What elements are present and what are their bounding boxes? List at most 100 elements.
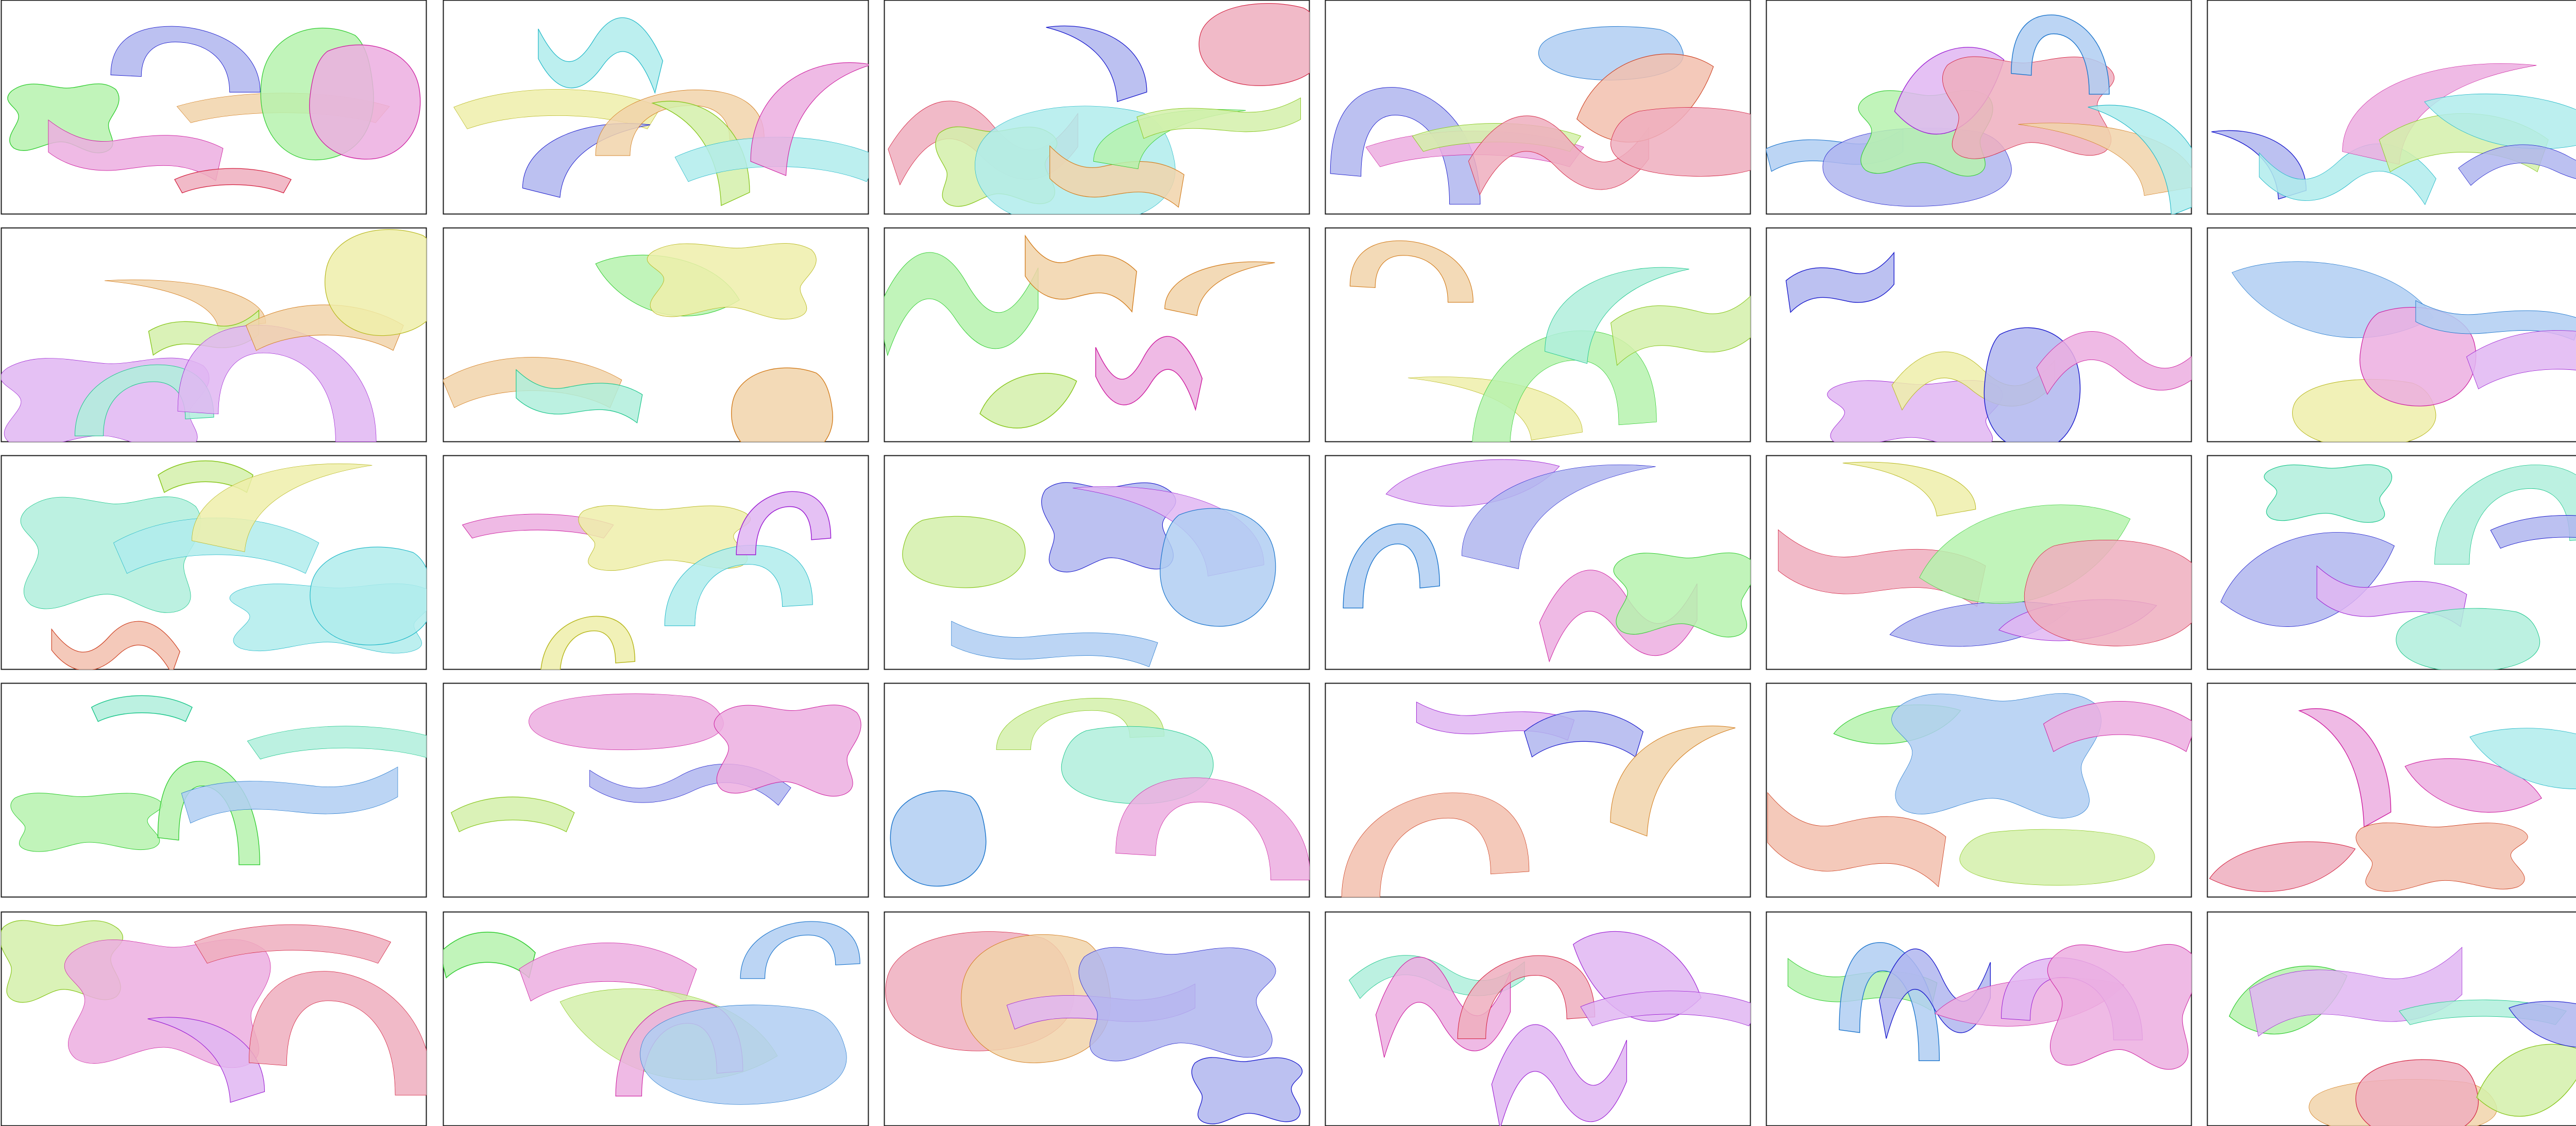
puzzle-piece-blue[interactable]	[2490, 516, 2576, 549]
puzzle-piece-salmon[interactable]	[52, 621, 180, 674]
puzzle-piece-teal[interactable]	[247, 726, 445, 759]
puzzle-piece-sky[interactable]	[1160, 508, 1276, 626]
puzzle-piece-pink[interactable]	[462, 514, 613, 538]
puzzle-piece-green[interactable]	[1614, 553, 1755, 637]
puzzle-piece-orange[interactable]	[1611, 726, 1736, 836]
puzzle-panel	[884, 455, 1310, 670]
puzzle-piece-lime[interactable]	[2477, 1044, 2576, 1116]
puzzle-piece-yellow[interactable]	[192, 464, 372, 552]
puzzle-panel	[884, 911, 1310, 1126]
puzzle-piece-teal[interactable]	[92, 695, 192, 721]
puzzle-piece-pink[interactable]	[519, 943, 697, 1001]
puzzle-piece-green[interactable]	[440, 932, 535, 978]
puzzle-piece-cyan[interactable]	[310, 547, 433, 645]
puzzle-piece-salmon[interactable]	[1768, 793, 1946, 887]
puzzle-piece-sky[interactable]	[2416, 300, 2576, 340]
puzzle-piece-pink[interactable]	[310, 45, 420, 159]
puzzle-piece-orange[interactable]	[732, 368, 833, 460]
puzzle-piece-yellow[interactable]	[647, 244, 816, 319]
puzzle-piece-green[interactable]	[11, 793, 162, 852]
puzzle-piece-yellow[interactable]	[325, 230, 442, 336]
puzzle-panel	[884, 227, 1310, 442]
puzzle-piece-sky[interactable]	[2011, 15, 2109, 94]
puzzle-piece-blue[interactable]	[1786, 252, 1894, 312]
puzzle-piece-pink[interactable]	[2043, 701, 2196, 752]
puzzle-piece-red[interactable]	[2356, 1060, 2479, 1126]
puzzle-piece-blue[interactable]	[1462, 465, 1655, 569]
puzzle-piece-pink[interactable]	[1116, 778, 1311, 880]
puzzle-piece-teal[interactable]	[2435, 465, 2576, 564]
puzzle-piece-sky[interactable]	[640, 1005, 847, 1104]
puzzle-piece-red[interactable]	[1199, 4, 1324, 86]
puzzle-piece-sky[interactable]	[952, 621, 1158, 667]
puzzle-piece-cyan[interactable]	[2088, 105, 2206, 215]
puzzle-piece-blue[interactable]	[2459, 145, 2576, 185]
puzzle-piece-blue[interactable]	[1330, 88, 1480, 204]
puzzle-piece-sky[interactable]	[890, 791, 986, 886]
puzzle-piece-violet[interactable]	[1492, 1025, 1626, 1126]
puzzle-panel	[1766, 683, 2196, 898]
puzzle-piece-violet[interactable]	[736, 491, 831, 555]
panel-frame	[443, 455, 869, 670]
puzzle-piece-pink[interactable]	[2299, 709, 2391, 827]
puzzle-piece-sky[interactable]	[181, 767, 398, 823]
puzzle-piece-yellow[interactable]	[454, 89, 661, 129]
puzzle-piece-pink[interactable]	[529, 694, 724, 750]
puzzle-piece-pink[interactable]	[2047, 944, 2196, 1069]
puzzle-piece-orange[interactable]	[1165, 262, 1275, 315]
puzzle-piece-red[interactable]	[175, 168, 291, 193]
puzzle-piece-blue[interactable]	[1524, 711, 1643, 757]
puzzle-piece-violet[interactable]	[178, 325, 376, 441]
puzzle-piece-yellow[interactable]	[1408, 377, 1582, 440]
puzzle-piece-red[interactable]	[1611, 108, 1785, 177]
puzzle-panel	[1, 0, 427, 215]
puzzle-piece-blue[interactable]	[1046, 26, 1147, 101]
puzzle-piece-lime[interactable]	[1137, 98, 1301, 139]
puzzle-piece-sky[interactable]	[740, 922, 860, 979]
puzzle-piece-red[interactable]	[249, 971, 433, 1095]
puzzle-piece-violet[interactable]	[1581, 991, 1760, 1026]
puzzle-panel	[1325, 227, 1760, 454]
puzzle-piece-violet[interactable]	[1827, 380, 2003, 448]
puzzle-piece-teal[interactable]	[2264, 465, 2392, 522]
puzzle-piece-pink[interactable]	[1096, 336, 1202, 410]
puzzle-piece-blue[interactable]	[2509, 1001, 2576, 1048]
puzzle-piece-salmon[interactable]	[1342, 793, 1529, 899]
puzzle-piece-salmon[interactable]	[2356, 823, 2528, 891]
puzzle-piece-green[interactable]	[1094, 109, 1246, 168]
puzzle-piece-cyan[interactable]	[538, 18, 663, 93]
puzzle-panel	[1325, 911, 1760, 1126]
puzzle-piece-orange[interactable]	[105, 280, 266, 329]
puzzle-piece-red[interactable]	[2024, 540, 2205, 646]
puzzle-piece-blue[interactable]	[1192, 1057, 1302, 1124]
puzzle-piece-lime[interactable]	[1611, 285, 1760, 365]
puzzle-piece-red[interactable]	[1778, 530, 1986, 606]
puzzle-piece-yellow[interactable]	[540, 616, 635, 677]
puzzle-piece-lime[interactable]	[980, 373, 1077, 428]
puzzle-piece-lime[interactable]	[1960, 829, 2155, 885]
puzzle-piece-orange[interactable]	[1350, 241, 1473, 302]
puzzle-piece-pink[interactable]	[48, 120, 223, 181]
puzzle-piece-red[interactable]	[194, 925, 391, 963]
puzzle-piece-sky[interactable]	[1343, 524, 1439, 608]
puzzle-piece-violet[interactable]	[2467, 331, 2576, 389]
puzzle-piece-teal[interactable]	[2396, 608, 2540, 672]
puzzle-piece-orange[interactable]	[1025, 236, 1137, 312]
puzzle-panel	[1, 455, 433, 674]
puzzle-piece-blue[interactable]	[111, 26, 260, 92]
puzzle-piece-blue[interactable]	[522, 124, 650, 198]
puzzle-piece-cyan[interactable]	[2470, 728, 2576, 789]
puzzle-piece-pink[interactable]	[751, 63, 871, 176]
puzzle-piece-teal[interactable]	[1545, 267, 1689, 364]
puzzle-piece-teal[interactable]	[516, 370, 642, 423]
puzzle-piece-lime[interactable]	[903, 516, 1025, 588]
puzzle-piece-cyan[interactable]	[665, 545, 812, 625]
puzzle-piece-pink[interactable]	[2037, 331, 2207, 394]
puzzle-piece-red[interactable]	[2210, 842, 2355, 892]
puzzle-piece-blue[interactable]	[1079, 947, 1276, 1061]
puzzle-piece-green[interactable]	[1472, 331, 1656, 454]
puzzle-piece-pink[interactable]	[714, 705, 861, 796]
puzzle-piece-lime[interactable]	[451, 797, 574, 832]
puzzle-piece-violet[interactable]	[2317, 566, 2467, 627]
puzzle-piece-yellow[interactable]	[1843, 462, 1976, 516]
